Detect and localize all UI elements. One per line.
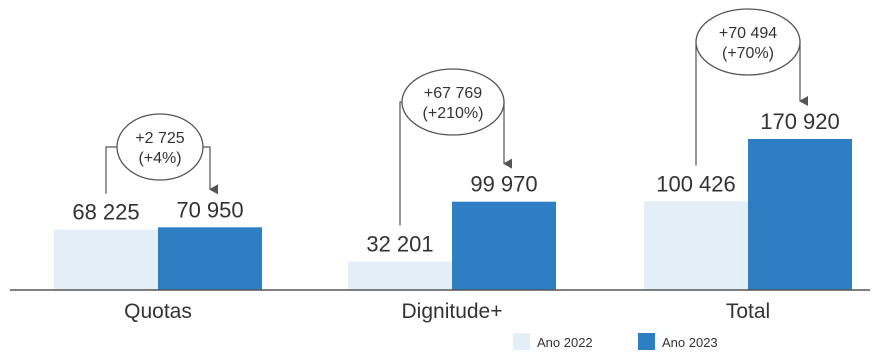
value-label-ano-2023-2: 170 920 [760, 109, 840, 134]
change-abs-label-0: +2 725 [135, 130, 184, 147]
bar-ano-2022-1 [348, 261, 452, 290]
value-label-ano-2022-1: 32 201 [366, 232, 433, 257]
change-bracket-left-1 [399, 101, 402, 226]
change-arrow-0 [201, 146, 218, 195]
value-label-ano-2022-0: 68 225 [72, 200, 139, 225]
category-label-0: Quotas [124, 300, 192, 323]
change-pct-label-0: (+4%) [138, 150, 181, 167]
bar-ano-2023-1 [452, 201, 556, 290]
change-pct-label-2: (+70%) [722, 45, 774, 62]
legend-swatch-ano-2023 [638, 333, 655, 350]
bar-ano-2023-2 [748, 139, 852, 290]
legend-swatch-ano-2022 [513, 333, 530, 350]
legend-label-ano-2023: Ano 2023 [662, 335, 718, 350]
value-label-ano-2023-1: 99 970 [470, 172, 537, 197]
bar-ano-2023-0 [158, 227, 262, 290]
change-abs-label-2: +70 494 [719, 25, 777, 42]
category-label-2: Total [726, 300, 770, 323]
bar-ano-2022-0 [54, 229, 158, 290]
value-label-ano-2022-2: 100 426 [656, 171, 736, 196]
value-label-ano-2023-0: 70 950 [176, 197, 243, 222]
legend-label-ano-2022: Ano 2022 [537, 335, 593, 350]
category-label-1: Dignitude+ [402, 300, 503, 323]
change-ellipse-2 [695, 8, 801, 76]
change-ellipse-1 [401, 68, 505, 136]
change-pct-label-1: (+210%) [423, 105, 484, 122]
change-ellipse-0 [116, 113, 204, 181]
change-bracket-left-0 [105, 146, 117, 194]
bar-ano-2022-2 [644, 201, 748, 290]
change-abs-label-1: +67 769 [424, 85, 482, 102]
